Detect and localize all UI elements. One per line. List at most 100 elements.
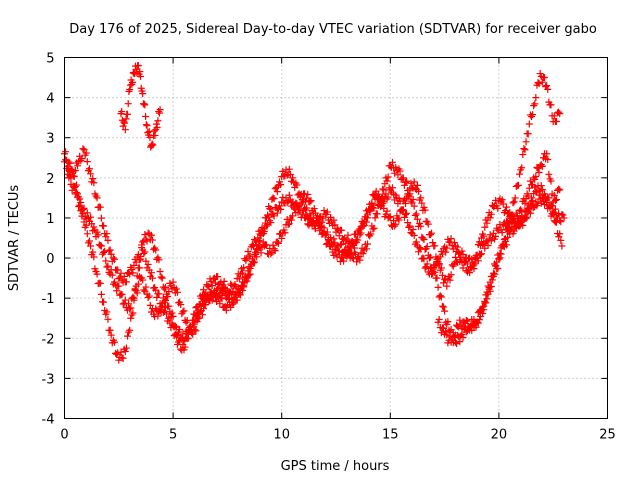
data-point xyxy=(324,235,332,243)
x-tick-label: 20 xyxy=(491,428,508,443)
data-point xyxy=(69,182,77,190)
data-point xyxy=(497,250,505,258)
data-point xyxy=(100,298,108,306)
data-point xyxy=(523,213,531,221)
x-tick-label: 10 xyxy=(273,428,290,443)
data-point xyxy=(253,253,261,261)
data-point xyxy=(157,273,165,281)
data-point xyxy=(85,237,93,245)
data-point xyxy=(489,269,497,277)
data-point xyxy=(349,255,357,263)
data-point xyxy=(424,220,432,228)
data-point xyxy=(318,223,326,231)
data-point xyxy=(509,199,517,207)
data-point xyxy=(488,276,496,284)
data-point xyxy=(363,211,371,219)
data-point xyxy=(106,246,114,254)
data-point xyxy=(359,250,367,258)
data-point xyxy=(289,212,297,220)
data-point xyxy=(146,133,154,141)
data-point xyxy=(470,265,478,273)
data-point xyxy=(413,181,421,189)
data-point xyxy=(423,243,431,251)
data-point xyxy=(440,279,448,287)
data-point xyxy=(77,198,85,206)
data-point xyxy=(303,194,311,202)
data-point xyxy=(93,270,101,278)
data-point xyxy=(169,312,177,320)
data-point xyxy=(206,297,214,305)
data-point xyxy=(257,249,265,257)
data-point xyxy=(173,288,181,296)
data-point xyxy=(273,209,281,217)
y-tick-label: 4 xyxy=(46,92,54,107)
data-point xyxy=(466,269,474,277)
data-point xyxy=(517,206,525,214)
data-point xyxy=(413,215,421,223)
data-point xyxy=(552,196,560,204)
data-point xyxy=(148,140,156,148)
data-point xyxy=(62,148,70,156)
data-point xyxy=(304,190,312,198)
data-point xyxy=(140,100,148,108)
data-point xyxy=(62,156,70,164)
data-point xyxy=(258,224,266,232)
data-point xyxy=(331,246,339,254)
data-point xyxy=(547,101,555,109)
data-point xyxy=(96,279,104,287)
data-point xyxy=(420,255,428,263)
data-point xyxy=(154,117,162,125)
data-point xyxy=(243,277,251,285)
data-point xyxy=(538,162,546,170)
data-point xyxy=(165,314,173,322)
data-point xyxy=(240,283,248,291)
data-point xyxy=(519,151,527,159)
data-point xyxy=(292,209,300,217)
data-point xyxy=(287,216,295,224)
data-point xyxy=(155,256,163,264)
data-point xyxy=(529,111,537,119)
data-point xyxy=(503,241,511,249)
data-point xyxy=(547,177,555,185)
data-point xyxy=(229,300,237,308)
data-point xyxy=(158,274,166,282)
data-point xyxy=(354,236,362,244)
data-point xyxy=(115,275,123,283)
data-point xyxy=(192,327,200,335)
data-point xyxy=(335,232,343,240)
data-point xyxy=(535,80,543,88)
data-point xyxy=(447,338,455,346)
data-point xyxy=(144,260,152,268)
data-point xyxy=(433,274,441,282)
data-point xyxy=(164,293,172,301)
data-point xyxy=(388,158,396,166)
data-point xyxy=(417,222,425,230)
data-point xyxy=(398,207,406,215)
data-point xyxy=(83,230,91,238)
data-point xyxy=(399,174,407,182)
data-point xyxy=(66,159,74,167)
data-point xyxy=(353,258,361,266)
data-point xyxy=(395,216,403,224)
data-point xyxy=(142,283,150,291)
data-point xyxy=(239,269,247,277)
data-point xyxy=(447,235,455,243)
data-point xyxy=(298,196,306,204)
data-point xyxy=(233,296,241,304)
data-point xyxy=(148,274,156,282)
data-point xyxy=(519,214,527,222)
data-point xyxy=(538,186,546,194)
data-point xyxy=(180,307,188,315)
data-point xyxy=(222,306,230,314)
y-tick-label: -4 xyxy=(42,413,55,428)
data-point xyxy=(415,187,423,195)
data-point xyxy=(542,195,550,203)
data-point xyxy=(337,226,345,234)
data-point xyxy=(251,235,259,243)
data-point xyxy=(442,327,450,335)
data-point xyxy=(544,85,552,93)
data-point xyxy=(285,165,293,173)
data-point xyxy=(443,244,451,252)
data-point xyxy=(472,323,480,331)
data-point xyxy=(333,225,341,233)
